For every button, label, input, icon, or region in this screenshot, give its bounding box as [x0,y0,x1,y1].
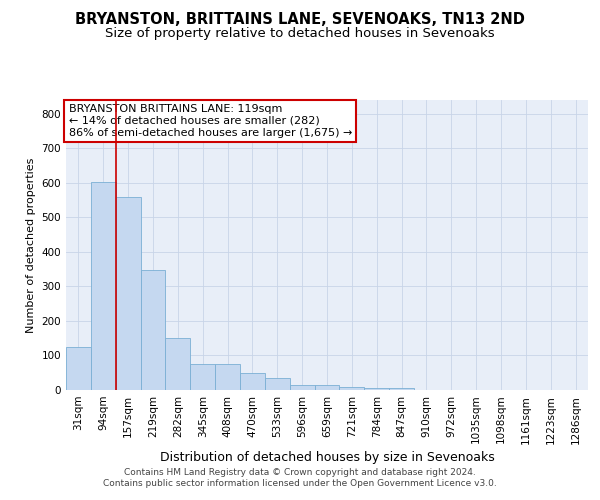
Text: BRYANSTON BRITTAINS LANE: 119sqm
← 14% of detached houses are smaller (282)
86% : BRYANSTON BRITTAINS LANE: 119sqm ← 14% o… [68,104,352,138]
Bar [215,364,240,390]
Bar [66,347,91,390]
Bar [364,388,389,390]
Bar [240,372,265,390]
Bar [140,270,166,390]
Bar [340,386,364,390]
Bar [290,385,314,390]
Bar [389,388,414,390]
Bar [116,198,140,390]
Bar [190,364,215,390]
Text: BRYANSTON, BRITTAINS LANE, SEVENOAKS, TN13 2ND: BRYANSTON, BRITTAINS LANE, SEVENOAKS, TN… [75,12,525,28]
Text: Contains HM Land Registry data © Crown copyright and database right 2024.
Contai: Contains HM Land Registry data © Crown c… [103,468,497,487]
Bar [265,378,290,390]
X-axis label: Distribution of detached houses by size in Sevenoaks: Distribution of detached houses by size … [160,450,494,464]
Text: Size of property relative to detached houses in Sevenoaks: Size of property relative to detached ho… [105,28,495,40]
Y-axis label: Number of detached properties: Number of detached properties [26,158,36,332]
Bar [91,182,116,390]
Bar [166,338,190,390]
Bar [314,385,340,390]
